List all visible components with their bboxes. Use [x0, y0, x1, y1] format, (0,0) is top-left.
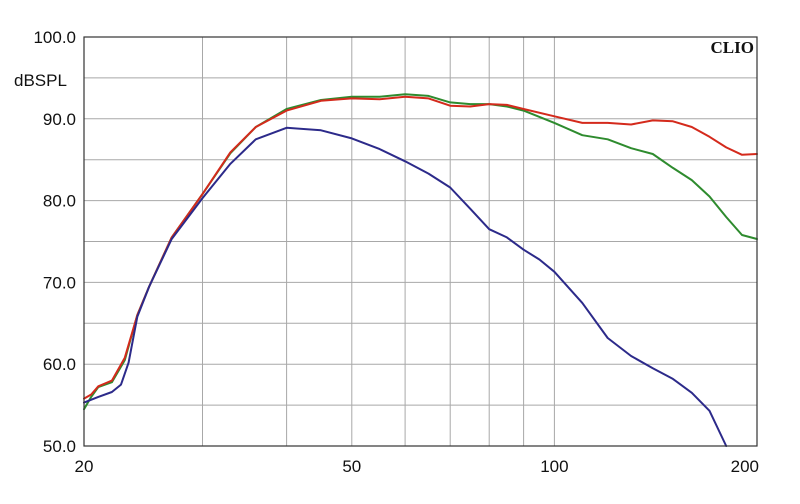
- y-tick-label: 100.0: [33, 28, 76, 47]
- curves: [83, 93, 758, 447]
- y-tick-label: 50.0: [43, 437, 76, 456]
- x-tick-label: 20: [75, 457, 94, 476]
- plot-frame: [83, 36, 758, 447]
- series-line-3: [83, 126, 728, 447]
- series-line-2: [83, 95, 758, 400]
- x-tick-label: 100: [540, 457, 568, 476]
- x-tick-label: 200: [731, 457, 759, 476]
- series-line-1: [83, 93, 758, 411]
- y-tick-label: 60.0: [43, 355, 76, 374]
- x-tick-label: 50: [342, 457, 361, 476]
- y-tick-label: 90.0: [43, 110, 76, 129]
- y-tick-label: 80.0: [43, 192, 76, 211]
- y-axis-label: dBSPL: [14, 71, 67, 90]
- y-tick-label: 70.0: [43, 273, 76, 292]
- y-tick-labels: 100.0 90.0 80.0 70.0 60.0 50.0: [33, 28, 76, 456]
- x-tick-labels: 20 50 100 200: [75, 457, 759, 476]
- clio-brand-label: CLIO: [711, 38, 754, 57]
